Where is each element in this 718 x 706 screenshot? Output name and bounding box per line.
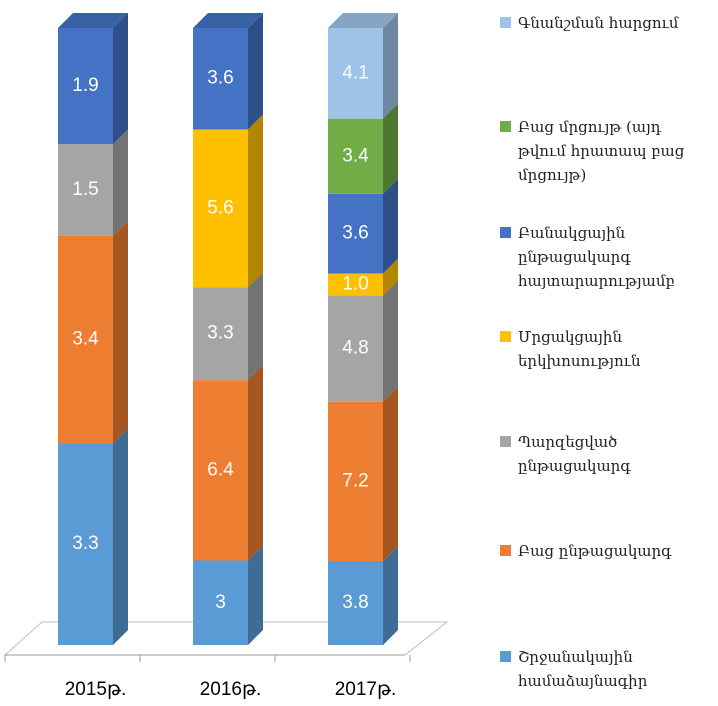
bar-top-shade <box>58 13 128 28</box>
x-tick-label: 2016թ. <box>200 679 262 700</box>
bar-side-shade <box>113 428 128 645</box>
data-label: 4.8 <box>342 338 368 359</box>
bar-side <box>248 272 263 381</box>
bar-side <box>383 178 398 274</box>
data-label: 1.5 <box>72 179 98 200</box>
legend-item: Գնանշման հարցում <box>500 11 710 35</box>
data-label: 3.8 <box>342 592 368 613</box>
bar-side <box>248 13 263 130</box>
bar-side-shade <box>113 13 128 145</box>
bar-side-shade <box>248 365 263 561</box>
bar-side <box>383 386 398 561</box>
data-label: 1.0 <box>342 274 368 295</box>
legend-swatch <box>500 545 511 556</box>
bar <box>193 380 248 561</box>
bar <box>328 295 383 402</box>
bar-side <box>383 13 398 119</box>
bar-side-shade <box>383 13 398 119</box>
bar-side-shade <box>383 545 398 645</box>
data-label: 1.9 <box>72 75 98 96</box>
bar-side-shade <box>113 129 128 236</box>
data-label: 7.2 <box>342 470 368 491</box>
legend-label: Բաց ընթացակարգ <box>518 542 672 560</box>
legend-item: Բաց ընթացակարգ <box>500 539 710 563</box>
bar <box>58 235 113 444</box>
bar <box>193 287 248 381</box>
data-label: 3.6 <box>207 68 233 89</box>
legend-item: Պարզեցված ընթացակարգ <box>500 430 710 478</box>
bar-side <box>248 114 263 288</box>
bar-side <box>113 13 128 145</box>
bar-side <box>383 280 398 402</box>
legend-item: Մրցակցային երկխոսություն <box>500 325 710 373</box>
bar <box>58 443 113 645</box>
bar-side <box>383 258 398 296</box>
data-label: 3.3 <box>207 323 233 344</box>
bar-side <box>113 220 128 444</box>
bar <box>193 560 248 645</box>
bar-side-shade <box>383 103 398 194</box>
bar-side <box>113 129 128 236</box>
legend-label: Շրջանակային համաձայնագիր <box>518 648 648 690</box>
legend-label: Գնանշման հարցում <box>518 14 679 32</box>
bar-side-shade <box>383 258 398 296</box>
bar-side-shade <box>383 280 398 402</box>
bar <box>328 28 383 119</box>
bar <box>328 560 383 645</box>
data-label: 3.4 <box>342 145 369 166</box>
bar-side <box>383 545 398 645</box>
bar-side-shade <box>383 178 398 274</box>
bar-side-shade <box>383 386 398 561</box>
data-label: 3 <box>215 592 226 613</box>
legend-swatch <box>500 331 511 342</box>
legend-label: Բանակցային ընթացակարգ հայտարարությամբ <box>518 224 675 290</box>
data-label: 6.4 <box>207 459 234 480</box>
bar <box>58 28 113 145</box>
data-label: 3.3 <box>72 533 98 554</box>
bar-top-shade <box>328 13 398 28</box>
bar-top <box>193 13 263 28</box>
legend-swatch <box>500 651 511 662</box>
data-label: 5.6 <box>207 197 233 218</box>
bar <box>328 118 383 194</box>
bar-top <box>328 13 398 28</box>
bar-side <box>248 545 263 645</box>
bar <box>328 401 383 561</box>
legend-swatch <box>500 17 511 28</box>
legend-swatch <box>500 227 511 238</box>
bar-side-shade <box>248 545 263 645</box>
bar-side <box>248 365 263 561</box>
bar <box>328 193 383 274</box>
bar <box>193 129 248 288</box>
bar-side <box>113 428 128 645</box>
legend-label: Բաց մրցույթ (այդ թվում հրատապ բաց մրցույ… <box>518 118 685 184</box>
bar-top-shade <box>193 13 263 28</box>
bar-side-shade <box>113 220 128 444</box>
bar <box>328 273 383 296</box>
legend-item: Բաց մրցույթ (այդ թվում հրատապ բաց մրցույ… <box>500 115 710 187</box>
legend-item: Բանակցային ընթացակարգ հայտարարությամբ <box>500 221 710 293</box>
x-tick-label: 2017թ. <box>335 679 397 700</box>
x-tick-label: 2015թ. <box>65 679 127 700</box>
bar <box>58 144 113 236</box>
bar <box>193 28 248 130</box>
data-label: 3.6 <box>342 223 368 244</box>
bar-side-shade <box>248 272 263 381</box>
legend-label: Մրցակցային երկխոսություն <box>518 328 641 370</box>
legend-swatch <box>500 436 511 447</box>
data-label: 3.4 <box>72 329 99 350</box>
bar-side <box>383 103 398 194</box>
bar-top <box>58 13 128 28</box>
legend-item: Շրջանակային համաձայնագիր <box>500 645 710 693</box>
legend-swatch <box>500 121 511 132</box>
bar-side-shade <box>248 13 263 130</box>
legend-label: Պարզեցված ընթացակարգ <box>518 433 631 475</box>
bar-side-shade <box>248 114 263 288</box>
data-label: 4.1 <box>342 62 368 83</box>
